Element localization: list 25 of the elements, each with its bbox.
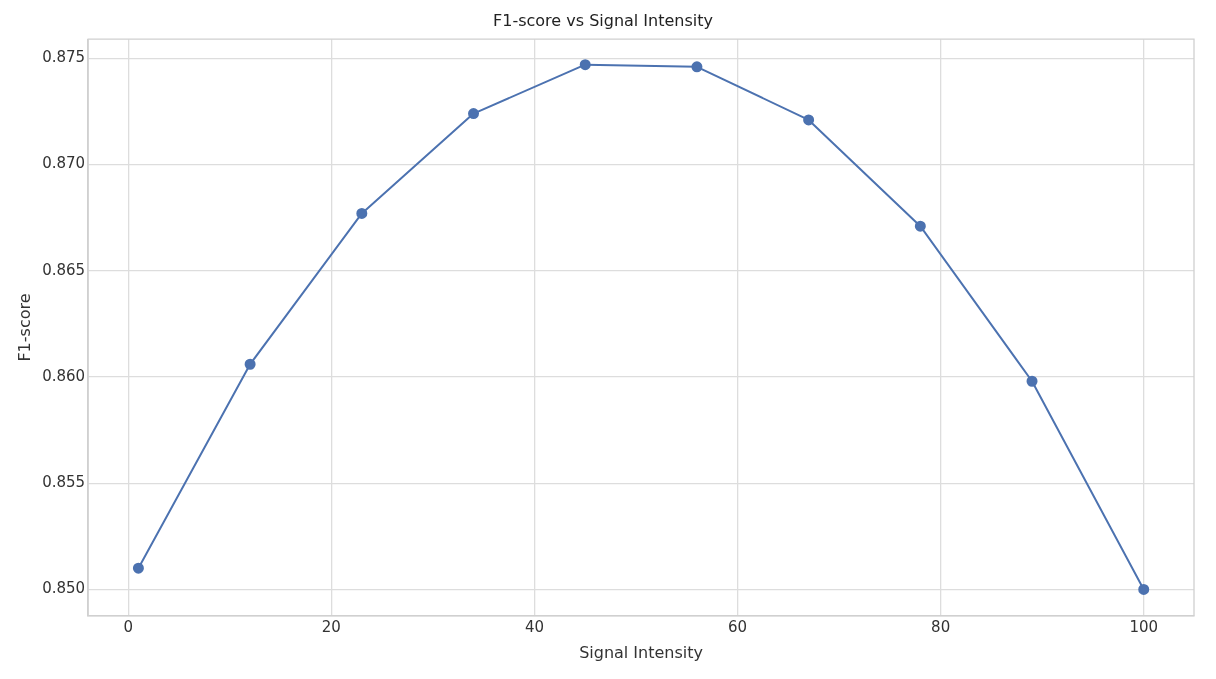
y-tick-label: 0.850	[42, 579, 86, 598]
chart-title: F1-score vs Signal Intensity	[493, 10, 713, 30]
y-tick-label: 0.870	[42, 154, 86, 173]
x-tick-label: 100	[1129, 617, 1159, 636]
point	[1138, 583, 1150, 595]
x-tick-label: 40	[524, 617, 544, 636]
y-tick-label: 0.865	[42, 260, 86, 279]
y-tick-label: 0.860	[42, 366, 86, 385]
y-tick-label: 0.875	[42, 48, 86, 67]
point	[914, 220, 926, 232]
x-tick-label: 80	[931, 617, 951, 636]
point	[132, 562, 144, 574]
y-tick-label: 0.855	[42, 473, 86, 492]
x-tick-label: 60	[727, 617, 748, 636]
point	[1026, 375, 1038, 387]
x-tick-label: 0	[123, 617, 134, 636]
x-axis-title: Signal Intensity	[579, 642, 704, 662]
y-axis-title: F1-score	[14, 293, 34, 362]
point	[244, 358, 256, 370]
point	[468, 108, 480, 120]
point	[579, 59, 591, 71]
point	[803, 114, 815, 126]
point	[356, 207, 368, 219]
point	[691, 61, 703, 73]
x-tick-label: 20	[321, 617, 341, 636]
